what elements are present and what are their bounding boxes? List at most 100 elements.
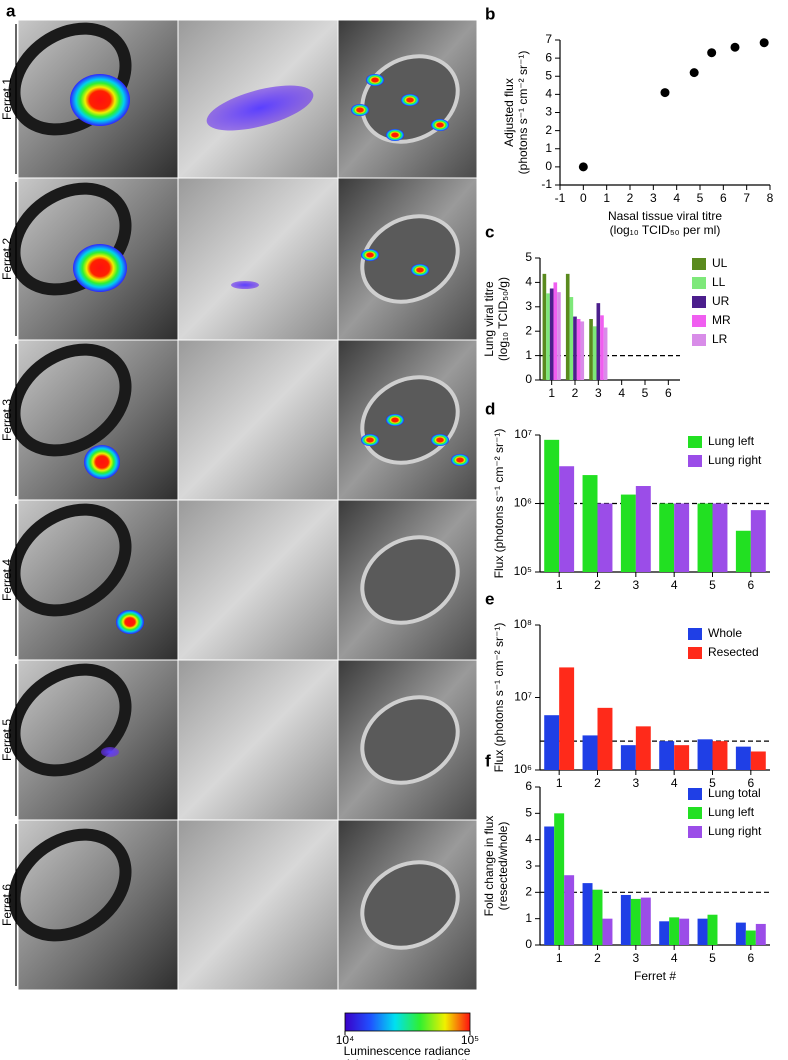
signal	[386, 129, 404, 141]
bar	[697, 739, 713, 770]
bar	[697, 918, 708, 945]
signal	[431, 434, 449, 446]
x-tick-label: 2	[594, 776, 601, 790]
x-tick-label: 5	[642, 386, 649, 400]
y-tick-label: 2	[525, 885, 532, 899]
panel-label: f	[485, 751, 491, 770]
x-tick-label: 2	[572, 386, 579, 400]
y-tick-label: 10⁷	[514, 690, 532, 704]
bar	[600, 315, 604, 380]
bar	[620, 494, 636, 572]
legend-swatch	[692, 315, 706, 327]
bar	[565, 273, 570, 380]
point	[730, 42, 740, 52]
y-tick-label: 1	[525, 911, 532, 925]
y-tick-label: -1	[541, 177, 552, 191]
bar	[564, 875, 575, 945]
bar	[597, 707, 613, 770]
x-tick-label: 1	[603, 191, 610, 205]
legend-label: UR	[712, 294, 730, 308]
colorbar-label: Luminescence radiance	[344, 1044, 471, 1058]
photo	[177, 659, 339, 821]
legend-swatch	[688, 455, 702, 467]
x-tick-label: 5	[709, 951, 716, 965]
bar	[735, 746, 751, 770]
colorbar	[344, 1012, 471, 1032]
y-axis-label: Flux (photons s⁻¹ cm⁻² sr⁻¹)	[492, 429, 506, 579]
bar	[635, 486, 651, 572]
nose-cone	[8, 343, 132, 457]
x-tick-label: 5	[709, 578, 716, 592]
bar	[602, 918, 613, 945]
x-tick-label: 4	[671, 776, 678, 790]
legend-swatch	[692, 277, 706, 289]
organs	[360, 695, 460, 785]
bar	[674, 503, 690, 572]
legend-label: Lung left	[708, 805, 755, 819]
bar	[620, 745, 636, 770]
ferret-label: Ferret 1	[0, 78, 14, 120]
legend-label: Lung right	[708, 453, 762, 467]
photo	[177, 177, 339, 341]
signal	[411, 264, 429, 276]
panel-label: b	[485, 4, 495, 23]
signal	[361, 434, 379, 446]
bar	[620, 894, 631, 945]
x-tick-label: 5	[697, 191, 704, 205]
ferret-label: Ferret 4	[0, 559, 14, 601]
bar	[635, 726, 651, 770]
y-tick-label: 10⁶	[514, 496, 532, 510]
y-tick-label: 0	[525, 937, 532, 951]
nose-cone	[8, 503, 132, 617]
signal	[231, 281, 259, 289]
legend-label: Lung total	[708, 786, 761, 800]
y-tick-label: 6	[545, 50, 552, 64]
organs	[360, 214, 460, 304]
y-axis-label: (photons s⁻¹ cm⁻² sr⁻¹)	[516, 51, 530, 175]
bar	[659, 741, 675, 770]
bar	[582, 475, 598, 572]
x-tick-label: 3	[632, 578, 639, 592]
y-axis-label: (resected/whole)	[496, 822, 510, 911]
y-tick-label: 4	[525, 832, 532, 846]
bar	[750, 751, 766, 770]
x-tick-label: 1	[548, 386, 555, 400]
y-tick-label: 0	[545, 159, 552, 173]
photo	[177, 819, 339, 991]
x-tick-label: 3	[632, 776, 639, 790]
y-tick-label: 10⁷	[514, 427, 532, 441]
bar	[603, 327, 608, 380]
legend-swatch	[688, 788, 702, 800]
x-tick-label: 1	[556, 776, 563, 790]
panel-label: c	[485, 222, 494, 241]
x-tick-label: 6	[747, 951, 754, 965]
y-tick-label: 2	[545, 123, 552, 137]
bar	[549, 288, 554, 380]
y-tick-label: 10⁶	[514, 762, 532, 776]
ferret-label: Ferret 3	[0, 399, 14, 441]
point	[707, 48, 717, 58]
x-tick-label: 2	[627, 191, 634, 205]
x-axis-label: Ferret #	[634, 969, 676, 983]
bar	[559, 466, 575, 572]
bar	[712, 503, 728, 572]
bar	[542, 273, 547, 380]
signal	[431, 119, 449, 131]
bar	[630, 898, 641, 945]
point	[759, 38, 769, 48]
y-tick-label: 0	[525, 372, 532, 386]
signal	[101, 747, 119, 757]
bar	[582, 883, 593, 945]
y-tick-label: 1	[525, 348, 532, 362]
point	[578, 162, 588, 172]
x-tick-label: 5	[709, 776, 716, 790]
bar	[544, 715, 560, 770]
y-axis-label: Adjusted flux	[502, 78, 516, 147]
y-tick-label: 6	[525, 779, 532, 793]
x-tick-label: 4	[671, 578, 678, 592]
panel-label: d	[485, 399, 495, 418]
bar	[592, 889, 603, 945]
signal	[351, 104, 369, 116]
legend-swatch	[692, 258, 706, 270]
bar	[546, 293, 550, 380]
